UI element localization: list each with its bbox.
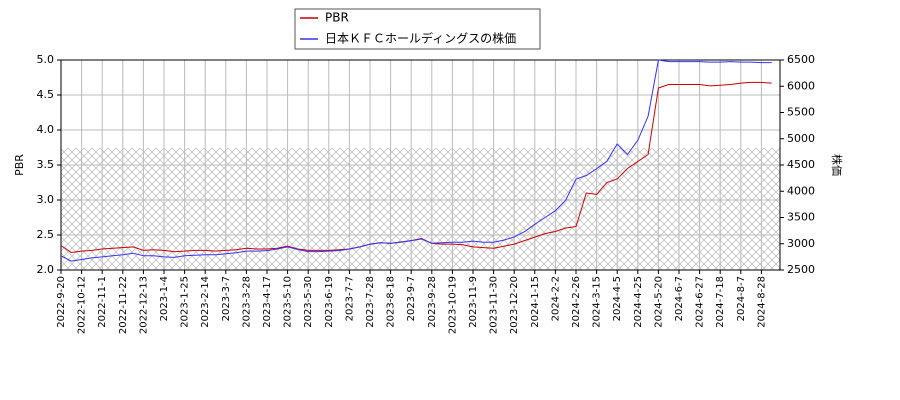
x-tick-label: 2023-8-18 <box>386 276 397 328</box>
x-tick-label: 2022-12-13 <box>138 276 149 334</box>
y2-tick-label: 5000 <box>787 132 815 145</box>
x-tick-label: 2023-5-10 <box>283 276 294 328</box>
x-tick-label: 2024-4-5 <box>612 276 623 321</box>
x-tick-label: 2023-4-17 <box>262 276 273 328</box>
y2-axis-label: 株価 <box>830 154 844 176</box>
y2-tick-label: 3000 <box>787 237 815 250</box>
legend-box <box>294 8 541 50</box>
x-tick-label: 2023-10-19 <box>447 276 458 334</box>
x-tick-label: 2023-5-30 <box>303 276 314 328</box>
x-tick-label: 2024-2-2 <box>550 276 561 321</box>
x-tick-label: 2024-6-27 <box>695 276 706 328</box>
y-tick-label: 4.0 <box>37 123 55 136</box>
legend-label: PBR <box>325 11 349 25</box>
x-tick-label: 2023-7-28 <box>365 276 376 328</box>
x-tick-label: 2022-9-20 <box>56 276 67 328</box>
y2-tick-label: 6500 <box>787 53 815 66</box>
y2-tick-label: 3500 <box>787 211 815 224</box>
x-tick-label: 2024-8-7 <box>736 276 747 321</box>
y-tick-label: 5.0 <box>37 53 55 66</box>
x-tick-label: 2023-11-30 <box>489 276 500 334</box>
x-tick-label: 2022-11-1 <box>97 276 108 328</box>
x-tick-label: 2023-3-28 <box>241 276 252 328</box>
x-tick-label: 2023-12-20 <box>509 276 520 334</box>
x-tick-label: 2023-1-25 <box>180 276 191 328</box>
x-tick-label: 2023-2-14 <box>200 276 211 328</box>
legend-label: 日本ＫＦＣホールディングスの株価 <box>325 31 516 46</box>
x-tick-label: 2023-7-7 <box>344 276 355 321</box>
x-tick-label: 2024-3-15 <box>592 276 603 328</box>
y2-tick-label: 4500 <box>787 158 815 171</box>
x-tick-label: 2024-7-18 <box>715 276 726 328</box>
x-tick-label: 2023-9-28 <box>427 276 438 328</box>
x-tick-label: 2023-11-9 <box>468 276 479 328</box>
y2-tick-label: 4000 <box>787 184 815 197</box>
x-tick-label: 2022-10-12 <box>77 276 88 334</box>
x-tick-label: 2024-4-25 <box>633 276 644 328</box>
x-tick-label: 2024-1-15 <box>530 276 541 328</box>
y2-tick-label: 5500 <box>787 106 815 119</box>
y-tick-label: 2.5 <box>37 228 55 241</box>
y-tick-label: 3.5 <box>37 158 55 171</box>
plot-frame <box>60 59 781 271</box>
x-tick-label: 2023-6-19 <box>324 276 335 328</box>
x-tick-label: 2024-8-28 <box>756 276 767 328</box>
hatched-band <box>61 148 780 270</box>
x-tick-label: 2024-5-20 <box>653 276 664 328</box>
legend: PBR 日本ＫＦＣホールディングスの株価 <box>294 8 541 50</box>
y-tick-label: 2.0 <box>37 263 55 276</box>
x-tick-label: 2022-11-22 <box>118 276 129 334</box>
series-line <box>60 59 772 262</box>
x-tick-label: 2023-3-7 <box>221 276 232 321</box>
y-axis-label: PBR <box>13 154 26 176</box>
x-tick-label: 2023-9-7 <box>406 276 417 321</box>
y-tick-label: 4.5 <box>37 88 55 101</box>
x-tick-label: 2024-6-7 <box>674 276 685 321</box>
y2-tick-label: 6000 <box>787 79 815 92</box>
x-tick-label: 2023-1-4 <box>159 276 170 321</box>
x-tick-label: 2024-2-26 <box>571 276 582 328</box>
y-tick-label: 3.0 <box>37 193 55 206</box>
y2-tick-label: 2500 <box>787 263 815 276</box>
